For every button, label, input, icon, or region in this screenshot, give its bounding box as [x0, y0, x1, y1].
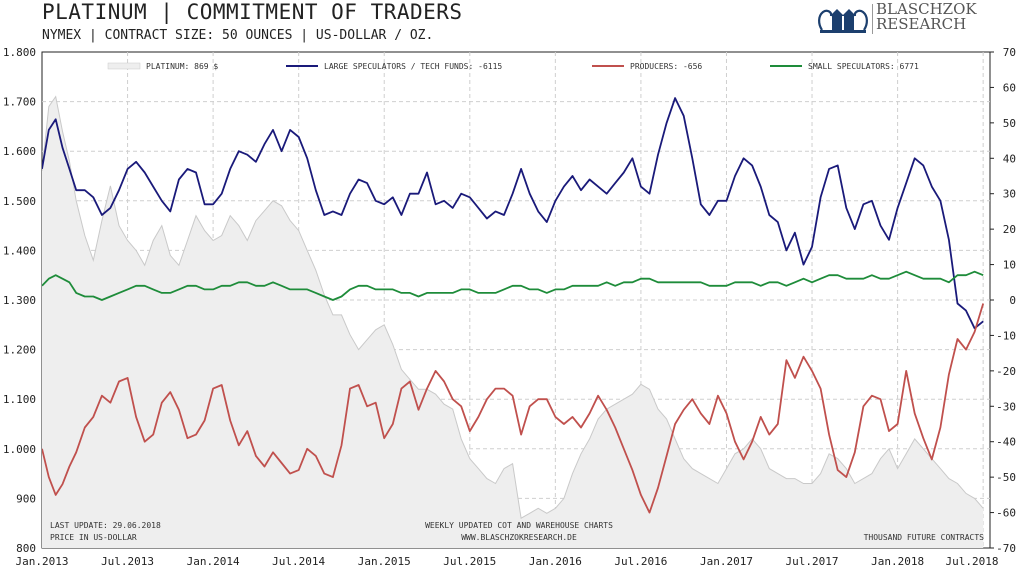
y-tick-label-left: 1.100 — [3, 393, 36, 406]
y-tick-label-right: -70 — [996, 542, 1016, 555]
platinum-price-line — [42, 95, 984, 519]
y-tick-label-right: 60 — [1003, 81, 1016, 94]
x-tick-label: Jul.2015 — [443, 555, 496, 568]
contracts-unit-note: THOUSAND FUTURE CONTRACTS — [864, 533, 985, 542]
chart-title: PLATINUM | COMMITMENT OF TRADERS — [42, 0, 463, 24]
brand-logo: BLASCHZOK RESEARCH — [816, 2, 986, 38]
y-tick-label-right: 20 — [1003, 223, 1016, 236]
logo-line-1: BLASCHZOK — [876, 0, 977, 18]
y-tick-label-right: -20 — [996, 365, 1016, 378]
legend-platinum-label: PLATINUM: 869 $ — [146, 62, 218, 71]
y-tick-label-right: 70 — [1003, 46, 1016, 59]
x-tick-label: Jan.2016 — [529, 555, 582, 568]
legend-platinum-swatch — [107, 62, 141, 70]
y-tick-label-right: 40 — [1003, 152, 1016, 165]
y-tick-label-left: 1.600 — [3, 145, 36, 158]
y-tick-label-right: -10 — [996, 329, 1016, 342]
y-tick-label-right: 0 — [1009, 294, 1016, 307]
logo-wordmark: BLASCHZOK RESEARCH — [872, 0, 977, 34]
y-tick-label-left: 1.300 — [3, 294, 36, 307]
y-tick-label-right: -30 — [996, 400, 1016, 413]
x-tick-label: Jan.2013 — [16, 555, 69, 568]
x-tick-label: Jan.2015 — [358, 555, 411, 568]
y-tick-label-left: 1.000 — [3, 443, 36, 456]
y-tick-label-right: 50 — [1003, 117, 1016, 130]
y-tick-label-left: 900 — [16, 492, 36, 505]
y-tick-label-left: 1.500 — [3, 195, 36, 208]
legend-producers-label: PRODUCERS: -656 — [630, 62, 702, 71]
weekly-update-note: WEEKLY UPDATED COT AND WAREHOUSE CHARTS — [425, 521, 613, 530]
y-tick-label-left: 1.400 — [3, 244, 36, 257]
y-tick-label-left: 1.800 — [3, 46, 36, 59]
x-tick-label: Jan.2014 — [187, 555, 240, 568]
x-tick-label: Jan.2017 — [700, 555, 753, 568]
producers-line — [42, 303, 985, 514]
logo-mark-icon — [818, 9, 868, 33]
y-tick-label-right: -40 — [996, 436, 1016, 449]
x-tick-label: Jul.2018 — [946, 555, 999, 568]
legend-large-speculators-label: LARGE SPECULATORS / TECH FUNDS: -6115 — [324, 62, 502, 71]
y-tick-label-right: 10 — [1003, 259, 1016, 272]
platinum-price-area — [42, 96, 984, 548]
x-tick-label: Jul.2017 — [786, 555, 839, 568]
y-tick-label-left: 800 — [16, 542, 36, 555]
y-tick-label-right: 30 — [1003, 188, 1016, 201]
legend-small-speculators-label: SMALL SPECULATORS: 6771 — [808, 62, 919, 71]
y-tick-label-left: 1.700 — [3, 96, 36, 109]
chart-subtitle: NYMEX | CONTRACT SIZE: 50 OUNCES | US-DO… — [42, 28, 434, 43]
x-tick-label: Jul.2013 — [101, 555, 154, 568]
x-tick-label: Jul.2016 — [614, 555, 667, 568]
y-tick-label-right: -50 — [996, 471, 1016, 484]
large-speculators-line — [42, 97, 984, 330]
y-tick-label-left: 1.200 — [3, 344, 36, 357]
small-speculators-line — [42, 270, 984, 301]
price-unit-note: PRICE IN US-DOLLAR — [50, 533, 137, 542]
y-tick-label-right: -60 — [996, 507, 1016, 520]
website-note: WWW.BLASCHZOKRESEARCH.DE — [461, 533, 577, 542]
x-tick-label: Jan.2018 — [871, 555, 924, 568]
logo-line-2: RESEARCH — [876, 15, 967, 33]
last-update-note: LAST UPDATE: 29.06.2018 — [50, 521, 161, 530]
x-tick-label: Jul.2014 — [272, 555, 325, 568]
